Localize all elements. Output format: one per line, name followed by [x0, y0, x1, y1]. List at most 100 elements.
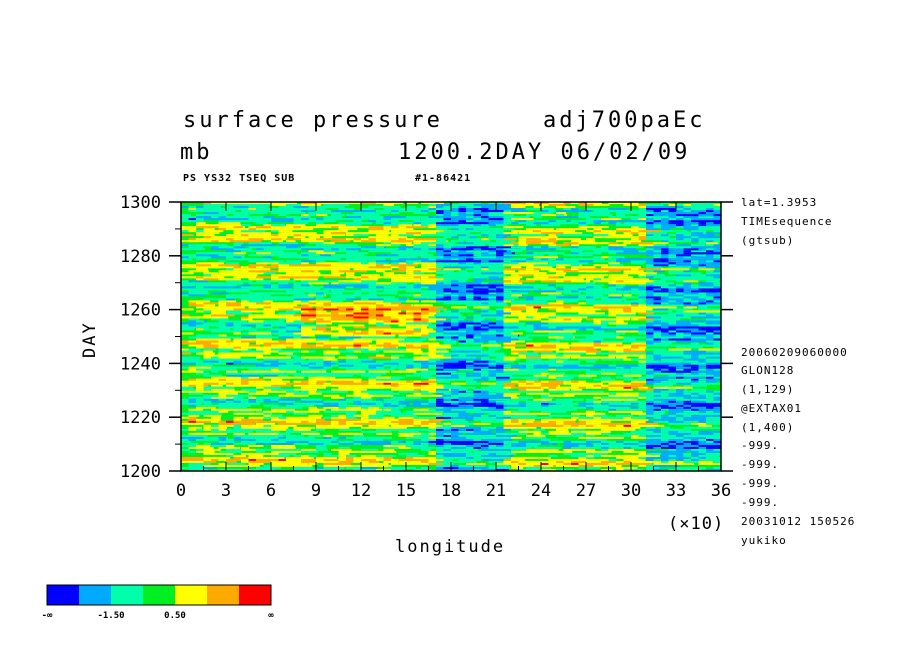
- heatmap-cell: [713, 326, 721, 329]
- heatmap-cell: [653, 384, 664, 387]
- heatmap-cell: [218, 342, 245, 345]
- heatmap-cell: [451, 292, 465, 295]
- heatmap-cell: [458, 408, 467, 411]
- heatmap-cell: [368, 420, 378, 423]
- heatmap-cell: [368, 390, 394, 393]
- heatmap-cell: [458, 452, 467, 455]
- heatmap-cell: [488, 288, 501, 291]
- heatmap-cell: [346, 260, 368, 263]
- heatmap-cell: [203, 414, 222, 417]
- heatmap-cell: [391, 298, 406, 301]
- heatmap-cell: [676, 302, 691, 305]
- heatmap-cell: [526, 306, 536, 309]
- heatmap-cell: [376, 282, 395, 285]
- heatmap-cell: [226, 372, 238, 375]
- heatmap-cell: [323, 280, 345, 283]
- heatmap-cell: [563, 278, 584, 281]
- heatmap-cell: [398, 298, 407, 301]
- heatmap-cell: [563, 360, 577, 363]
- heatmap-cell: [346, 354, 357, 357]
- heatmap-cell: [443, 340, 456, 343]
- heatmap-cell: [316, 382, 330, 385]
- heatmap-cell: [458, 288, 469, 291]
- heatmap-cell: [323, 314, 336, 317]
- heatmap-cell: [481, 468, 494, 471]
- heatmap-cell: [203, 344, 227, 347]
- heatmap-cell: [503, 422, 515, 425]
- heatmap-cell: [458, 324, 473, 327]
- heatmap-cell: [218, 278, 227, 281]
- heatmap-cell: [218, 282, 232, 285]
- heatmap-cell: [451, 354, 464, 357]
- heatmap-cell: [601, 306, 616, 309]
- heatmap-cell: [413, 358, 426, 361]
- heatmap-cell: [526, 310, 538, 313]
- heatmap-cell: [316, 342, 327, 345]
- heatmap-cell: [346, 378, 362, 381]
- heatmap-cell: [466, 300, 476, 303]
- heatmap-cell: [496, 278, 506, 281]
- heatmap-cell: [376, 292, 398, 295]
- heatmap-cell: [271, 418, 284, 421]
- heatmap-cell: [541, 352, 559, 355]
- heatmap-cell: [691, 302, 706, 305]
- heatmap-cell: [413, 460, 422, 463]
- heatmap-cell: [398, 402, 409, 405]
- heatmap-cell: [278, 282, 289, 285]
- heatmap-cell: [346, 368, 370, 371]
- heatmap-cell: [571, 426, 586, 429]
- heatmap-cell: [676, 268, 690, 271]
- heatmap-cell: [451, 388, 463, 391]
- heatmap-cell: [361, 454, 385, 457]
- heatmap-cell: [436, 372, 451, 375]
- heatmap-cell: [233, 458, 242, 461]
- heatmap-cell: [458, 264, 470, 267]
- heatmap-cell: [466, 274, 476, 277]
- heatmap-cell: [511, 416, 535, 419]
- heatmap-cell: [181, 282, 202, 285]
- heatmap-cell: [188, 368, 197, 371]
- heatmap-cell: [691, 350, 711, 353]
- heatmap-cell: [548, 262, 571, 265]
- heatmap-cell: [293, 384, 304, 387]
- heatmap-cell: [331, 458, 343, 461]
- heatmap-cell: [661, 434, 676, 437]
- heatmap-cell: [256, 440, 282, 443]
- heatmap-cell: [586, 438, 598, 441]
- heatmap-cell: [376, 360, 385, 363]
- heatmap-cell: [713, 368, 721, 371]
- heatmap-cell: [466, 452, 474, 455]
- variable-descriptor: PS YS32 TSEQ SUB: [183, 173, 296, 184]
- heatmap-cell: [188, 380, 201, 383]
- heatmap-cell: [518, 368, 527, 371]
- heatmap-cell: [451, 400, 463, 403]
- heatmap-cell: [511, 410, 530, 413]
- heatmap-cell: [616, 260, 630, 263]
- heatmap-cell: [413, 324, 427, 327]
- heatmap-cell: [271, 308, 284, 311]
- heatmap-cell: [308, 432, 319, 435]
- heatmap-cell: [496, 434, 517, 437]
- heatmap-cell: [698, 370, 707, 373]
- heatmap-cell: [413, 274, 436, 277]
- heatmap-cell: [698, 432, 711, 435]
- heatmap-cell: [563, 404, 574, 407]
- heatmap-cell: [601, 428, 627, 431]
- heatmap-cell: [436, 378, 446, 381]
- heatmap-cell: [616, 322, 628, 325]
- heatmap-cell: [683, 266, 694, 269]
- heatmap-cell: [608, 298, 627, 301]
- heatmap-cell: [181, 352, 192, 355]
- heatmap-cell: [518, 372, 543, 375]
- heatmap-cell: [593, 318, 610, 321]
- heatmap-cell: [466, 316, 481, 319]
- heatmap-cell: [698, 424, 712, 427]
- heatmap-cell: [676, 272, 688, 275]
- heatmap-cell: [601, 372, 628, 375]
- heatmap-cell: [241, 332, 256, 335]
- heatmap-cell: [473, 298, 482, 301]
- heatmap-cell: [211, 378, 224, 381]
- heatmap-cell: [548, 454, 558, 457]
- heatmap-cell: [428, 422, 441, 425]
- heatmap-cell: [271, 288, 286, 291]
